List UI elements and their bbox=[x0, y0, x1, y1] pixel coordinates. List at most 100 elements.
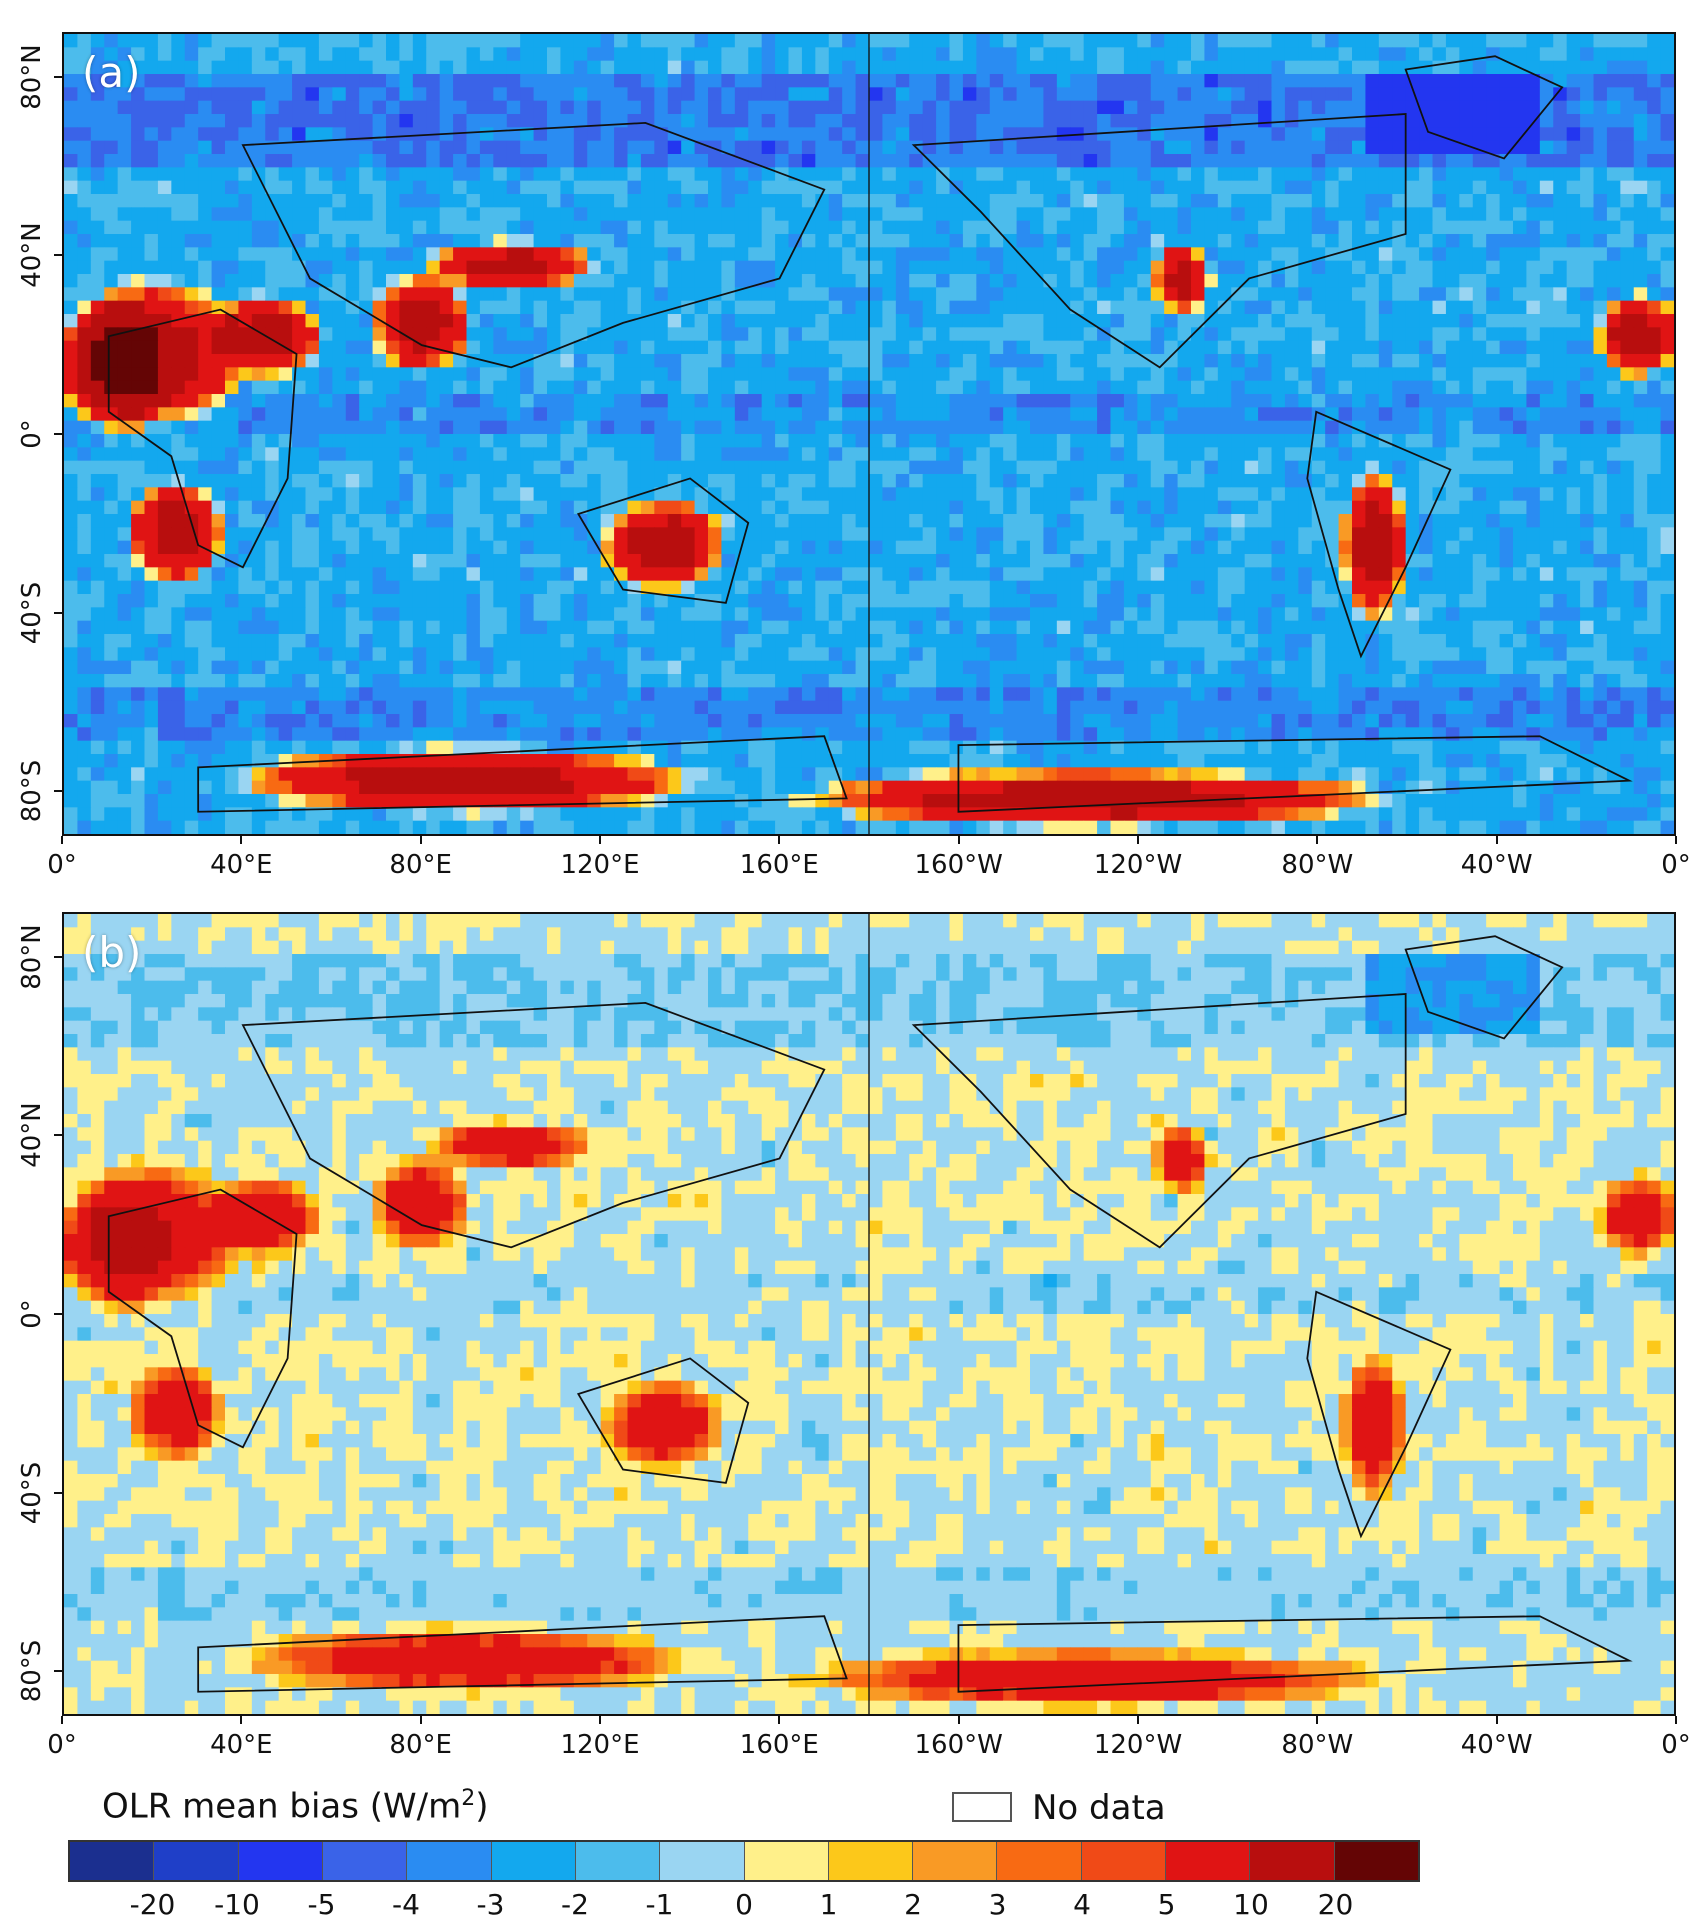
x-tick-mark bbox=[599, 836, 601, 844]
x-tick-label: 40°E bbox=[210, 850, 273, 880]
colorbar-cell bbox=[660, 1842, 745, 1880]
colorbar-tick-label: 3 bbox=[988, 1888, 1007, 1921]
y-tick-label: 40°S bbox=[17, 581, 47, 644]
y-tick-mark bbox=[54, 1670, 62, 1673]
colorbar-cell bbox=[70, 1842, 155, 1880]
colorbar-tick-label: -4 bbox=[392, 1888, 420, 1921]
y-tick-mark bbox=[54, 1134, 62, 1137]
panel-label-b: (b) bbox=[82, 928, 142, 977]
x-tick-label: 40°W bbox=[1460, 850, 1533, 880]
colorbar-tick-label: -2 bbox=[561, 1888, 589, 1921]
x-tick-mark bbox=[957, 1716, 960, 1724]
x-tick-mark bbox=[1137, 836, 1139, 844]
colorbar-tick-label: 1 bbox=[819, 1888, 838, 1921]
bias-map-b bbox=[64, 914, 1674, 1714]
x-tick-mark bbox=[778, 1716, 781, 1724]
x-tick-label: 0° bbox=[1661, 1730, 1691, 1760]
x-tick-mark bbox=[599, 1716, 601, 1724]
x-tick-label: 160°W bbox=[914, 850, 1003, 880]
x-tick-mark bbox=[240, 1716, 243, 1724]
colorbar-tick-label: 2 bbox=[904, 1888, 922, 1921]
x-tick-mark bbox=[1316, 1716, 1319, 1724]
y-tick-label: 80°N bbox=[17, 43, 47, 110]
colorbar-tick-label: 20 bbox=[1317, 1888, 1354, 1921]
x-tick-mark bbox=[778, 836, 781, 844]
y-tick-label: 40°N bbox=[17, 222, 47, 289]
y-tick-mark bbox=[54, 790, 62, 793]
y-tick-label: 80°N bbox=[17, 923, 47, 990]
y-tick-mark bbox=[54, 433, 62, 435]
colorbar-cell bbox=[997, 1842, 1082, 1880]
x-tick-label: 80°W bbox=[1281, 1730, 1354, 1760]
x-tick-label: 120°E bbox=[560, 1730, 640, 1760]
x-tick-label: 160°E bbox=[739, 1730, 819, 1760]
y-tick-label: 40°N bbox=[17, 1102, 47, 1169]
x-tick-mark bbox=[1316, 836, 1319, 844]
x-tick-mark bbox=[1495, 836, 1498, 844]
x-tick-mark bbox=[1137, 1716, 1139, 1724]
colorbar-tick-label: 0 bbox=[735, 1888, 753, 1921]
x-tick-label: 40°W bbox=[1460, 1730, 1533, 1760]
colorbar-tick-label: -20 bbox=[129, 1888, 176, 1921]
colorbar-cell bbox=[828, 1842, 914, 1880]
x-tick-label: 0° bbox=[47, 850, 77, 880]
x-tick-label: 160°E bbox=[739, 850, 819, 880]
colorbar-cell bbox=[1250, 1842, 1335, 1880]
colorbar-cell bbox=[575, 1842, 661, 1880]
colorbar-tick-label: -1 bbox=[645, 1888, 674, 1921]
x-tick-label: 0° bbox=[1661, 850, 1691, 880]
no-data-label: No data bbox=[1032, 1788, 1166, 1828]
y-tick-mark bbox=[54, 254, 62, 257]
x-tick-label: 120°E bbox=[560, 850, 640, 880]
colorbar-cell bbox=[1166, 1842, 1251, 1880]
colorbar-cell bbox=[744, 1842, 829, 1880]
y-tick-mark bbox=[54, 955, 62, 958]
x-tick-label: 120°W bbox=[1093, 850, 1183, 880]
y-tick-label: 80°S bbox=[17, 1640, 47, 1703]
x-tick-label: 160°W bbox=[914, 1730, 1003, 1760]
legend-title: OLR mean bias (W/m2) bbox=[102, 1786, 489, 1827]
map-panel-a: (a) bbox=[62, 32, 1676, 836]
colorbar-cell bbox=[491, 1842, 576, 1880]
colorbar-cell bbox=[407, 1842, 492, 1880]
x-tick-mark bbox=[419, 836, 422, 844]
colorbar-cell bbox=[238, 1842, 323, 1880]
x-tick-mark bbox=[240, 836, 243, 844]
colorbar-cell bbox=[1081, 1842, 1167, 1880]
bias-map-a bbox=[64, 34, 1674, 834]
colorbar-cell bbox=[913, 1842, 998, 1880]
x-tick-label: 80°E bbox=[389, 1730, 452, 1760]
y-tick-mark bbox=[54, 75, 62, 78]
colorbar-tick-label: 10 bbox=[1233, 1888, 1269, 1921]
no-data-swatch bbox=[952, 1792, 1012, 1822]
colorbar-cell bbox=[1334, 1842, 1418, 1880]
y-tick-mark bbox=[54, 1491, 62, 1494]
y-tick-label: 40°S bbox=[17, 1461, 47, 1524]
x-tick-mark bbox=[1675, 836, 1677, 844]
x-tick-mark bbox=[957, 836, 960, 844]
colorbar bbox=[68, 1840, 1420, 1882]
y-tick-label: 0° bbox=[17, 419, 47, 449]
x-tick-label: 80°W bbox=[1281, 850, 1354, 880]
colorbar-tick-label: 5 bbox=[1157, 1888, 1176, 1921]
x-tick-mark bbox=[1495, 1716, 1498, 1724]
colorbar-tick-label: -10 bbox=[214, 1888, 260, 1921]
y-tick-label: 80°S bbox=[17, 760, 47, 823]
colorbar-tick-label: -3 bbox=[476, 1888, 505, 1921]
map-panel-b: (b) bbox=[62, 912, 1676, 1716]
y-tick-mark bbox=[54, 611, 62, 614]
x-tick-mark bbox=[61, 836, 63, 844]
colorbar-tick-label: -5 bbox=[307, 1888, 336, 1921]
x-tick-label: 120°W bbox=[1093, 1730, 1183, 1760]
x-tick-label: 40°E bbox=[210, 1730, 273, 1760]
x-tick-label: 0° bbox=[47, 1730, 77, 1760]
x-tick-mark bbox=[419, 1716, 422, 1724]
colorbar-cell bbox=[322, 1842, 408, 1880]
colorbar-tick-label: 4 bbox=[1073, 1888, 1091, 1921]
panel-label-a: (a) bbox=[82, 48, 141, 97]
x-tick-mark bbox=[61, 1716, 63, 1724]
y-tick-mark bbox=[54, 1313, 62, 1315]
x-tick-mark bbox=[1675, 1716, 1677, 1724]
x-tick-label: 80°E bbox=[389, 850, 452, 880]
colorbar-cell bbox=[154, 1842, 239, 1880]
